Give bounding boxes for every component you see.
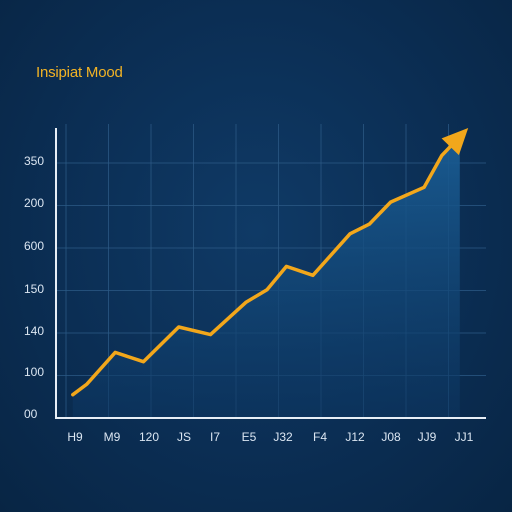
y-axis-tick-labels: 00 100 140 150 600 200 350 xyxy=(24,154,44,421)
y-tick-label: 600 xyxy=(24,239,44,253)
chart-title: Insipiat Mood xyxy=(36,64,123,81)
axes xyxy=(55,128,486,419)
x-axis-tick-labels: H9 M9 120 JS I7 E5 J32 F4 J12 J08 JJ9 JJ1 xyxy=(67,430,473,444)
arrow-head-icon xyxy=(441,128,469,156)
x-tick-label: I7 xyxy=(210,430,220,444)
x-tick-label: H9 xyxy=(67,430,83,444)
x-tick-label: J08 xyxy=(381,430,401,444)
area-fill xyxy=(72,137,460,418)
x-tick-label: JJ1 xyxy=(455,430,474,444)
y-tick-label: 200 xyxy=(24,196,44,210)
x-tick-label: M9 xyxy=(104,430,121,444)
y-tick-label: 140 xyxy=(24,324,44,338)
y-tick-label: 100 xyxy=(24,365,44,379)
series-line xyxy=(71,144,452,397)
y-tick-label: 150 xyxy=(24,282,44,296)
x-tick-label: F4 xyxy=(313,430,327,444)
x-tick-label: JJ9 xyxy=(418,430,437,444)
x-tick-label: 120 xyxy=(139,430,159,444)
y-tick-label: 00 xyxy=(24,407,38,421)
x-tick-label: JS xyxy=(177,430,191,444)
x-tick-label: E5 xyxy=(242,430,257,444)
y-tick-label: 350 xyxy=(24,154,44,168)
x-tick-label: J32 xyxy=(273,430,293,444)
x-tick-label: J12 xyxy=(345,430,365,444)
